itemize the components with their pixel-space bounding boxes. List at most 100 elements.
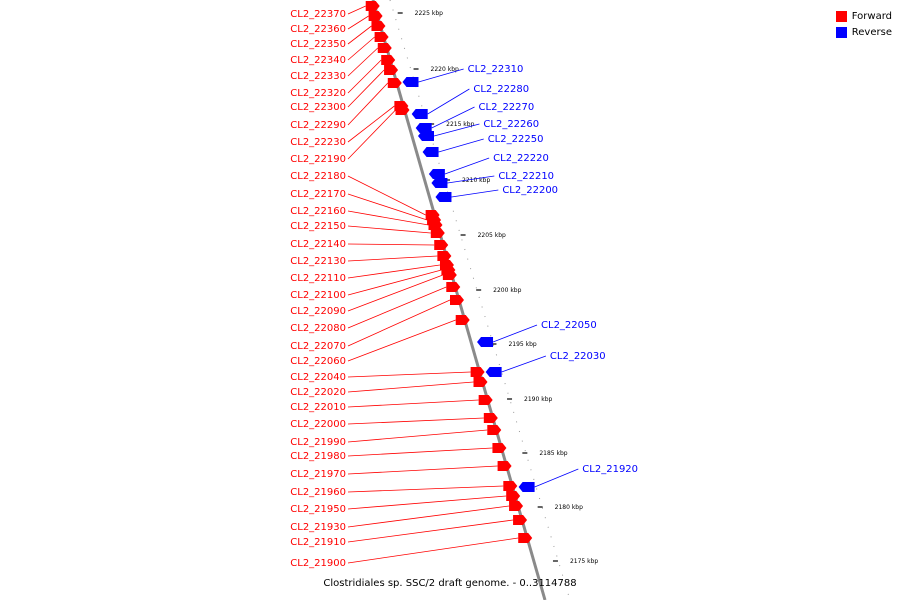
forward-gene-label: CL2_22070 (290, 341, 346, 352)
tick-label: 2195 kbp (508, 341, 536, 348)
forward-gene-leader (347, 59, 382, 94)
reverse-gene-leader (433, 123, 480, 137)
forward-gene-leader (347, 255, 438, 262)
reverse-gene-label: CL2_22200 (502, 185, 558, 196)
forward-gene-leader (347, 505, 510, 528)
forward-gene-leader (347, 25, 372, 45)
forward-gene-leader (347, 82, 389, 126)
reverse-gene-leader (447, 175, 495, 184)
forward-gene-leader (347, 109, 396, 160)
forward-gene-leader (347, 243, 435, 246)
forward-gene-arrow (430, 228, 445, 238)
forward-gene-arrow (374, 32, 389, 42)
forward-gene-arrow (428, 220, 443, 230)
forward-gene-label: CL2_21910 (290, 537, 346, 548)
forward-gene-label: CL2_22020 (290, 387, 346, 398)
reverse-gene-leader (431, 106, 475, 129)
forward-gene-label: CL2_21950 (290, 504, 346, 515)
reverse-gene-arrow (417, 131, 434, 141)
forward-gene-leader (347, 175, 426, 216)
reverse-gene-leader (444, 157, 490, 175)
forward-gene-arrow (437, 251, 452, 261)
forward-gene-label: CL2_22360 (290, 24, 346, 35)
reverse-gene-leader (418, 68, 464, 83)
forward-gene-label: CL2_22290 (290, 120, 346, 131)
forward-gene-leader (347, 519, 514, 543)
forward-gene-label: CL2_21970 (290, 469, 346, 480)
forward-gene-leader (347, 286, 447, 329)
forward-gene-leader (347, 225, 431, 234)
forward-gene-leader (347, 417, 484, 425)
reverse-gene-label: CL2_22050 (541, 320, 597, 331)
forward-gene-arrow (371, 21, 386, 31)
forward-gene-label: CL2_22150 (290, 221, 346, 232)
forward-gene-label: CL2_22100 (290, 290, 346, 301)
tick-label: 2175 kbp (570, 558, 598, 565)
forward-gene-leader (347, 485, 504, 493)
forward-gene-arrow (478, 395, 493, 405)
forward-gene-label: CL2_22350 (290, 39, 346, 50)
reverse-gene-arrow (435, 192, 452, 202)
reverse-gene-label: CL2_22210 (498, 171, 554, 182)
forward-gene-leader (347, 193, 428, 221)
forward-gene-label: CL2_22060 (290, 356, 346, 367)
forward-gene-leader (347, 105, 395, 143)
forward-gene-leader (347, 447, 493, 457)
reverse-gene-leader (534, 468, 579, 488)
forward-gene-label: CL2_21990 (290, 437, 346, 448)
tick-label: 2200 kbp (493, 287, 521, 294)
forward-gene-arrow (503, 481, 518, 491)
forward-gene-arrow (377, 43, 392, 53)
forward-gene-leader (347, 371, 471, 378)
reverse-gene-arrow (415, 123, 432, 133)
forward-gene-leader (347, 5, 366, 15)
forward-gene-arrow (368, 11, 383, 21)
forward-gene-leader (347, 47, 379, 77)
forward-gene-leader (347, 319, 456, 362)
forward-gene-label: CL2_22160 (290, 206, 346, 217)
forward-gene-arrow (395, 105, 410, 115)
forward-gene-label: CL2_22140 (290, 239, 346, 250)
legend-item-reverse: Reverse (835, 25, 892, 40)
reverse-gene-arrow (485, 367, 502, 377)
tick-label: 2215 kbp (446, 121, 474, 128)
forward-gene-arrow (446, 282, 461, 292)
tick-label: 2225 kbp (415, 10, 443, 17)
forward-gene-arrow (506, 491, 521, 501)
reverse-gene-label: CL2_22030 (550, 351, 606, 362)
forward-gene-arrow (381, 55, 396, 65)
forward-gene-label: CL2_22190 (290, 154, 346, 165)
forward-gene-leader (347, 36, 375, 61)
forward-gene-arrow (513, 515, 528, 525)
tick-label: 2185 kbp (539, 450, 567, 457)
reverse-gene-arrow (422, 147, 439, 157)
forward-gene-label: CL2_21930 (290, 522, 346, 533)
forward-gene-leader (347, 274, 443, 312)
map-caption: Clostridiales sp. SSC/2 draft genome. - … (323, 578, 577, 589)
forward-gene-label: CL2_22130 (290, 256, 346, 267)
reverse-gene-leader (438, 138, 484, 153)
forward-gene-leader (347, 537, 519, 564)
forward-gene-leader (347, 381, 474, 393)
forward-gene-label: CL2_21900 (290, 558, 346, 569)
reverse-gene-label: CL2_22220 (493, 153, 549, 164)
reverse-gene-leader (451, 189, 499, 198)
forward-gene-arrow (497, 461, 512, 471)
reverse-gene-arrow (518, 482, 535, 492)
reverse-gene-label: CL2_22310 (468, 64, 524, 75)
forward-gene-leader (347, 399, 479, 408)
forward-gene-label: CL2_22170 (290, 189, 346, 200)
forward-gene-arrow (442, 270, 457, 280)
forward-gene-label: CL2_22300 (290, 102, 346, 113)
forward-gene-arrow (384, 65, 399, 75)
forward-swatch (835, 11, 847, 22)
forward-gene-label: CL2_22330 (290, 71, 346, 82)
forward-gene-label: CL2_22090 (290, 306, 346, 317)
forward-gene-label: CL2_22180 (290, 171, 346, 182)
tick-label: 2210 kbp (462, 177, 490, 184)
reverse-gene-leader (501, 355, 547, 373)
forward-gene-leader (347, 15, 369, 30)
forward-gene-label: CL2_22010 (290, 402, 346, 413)
reverse-gene-leader (492, 324, 538, 343)
reverse-gene-label: CL2_22270 (479, 102, 535, 113)
